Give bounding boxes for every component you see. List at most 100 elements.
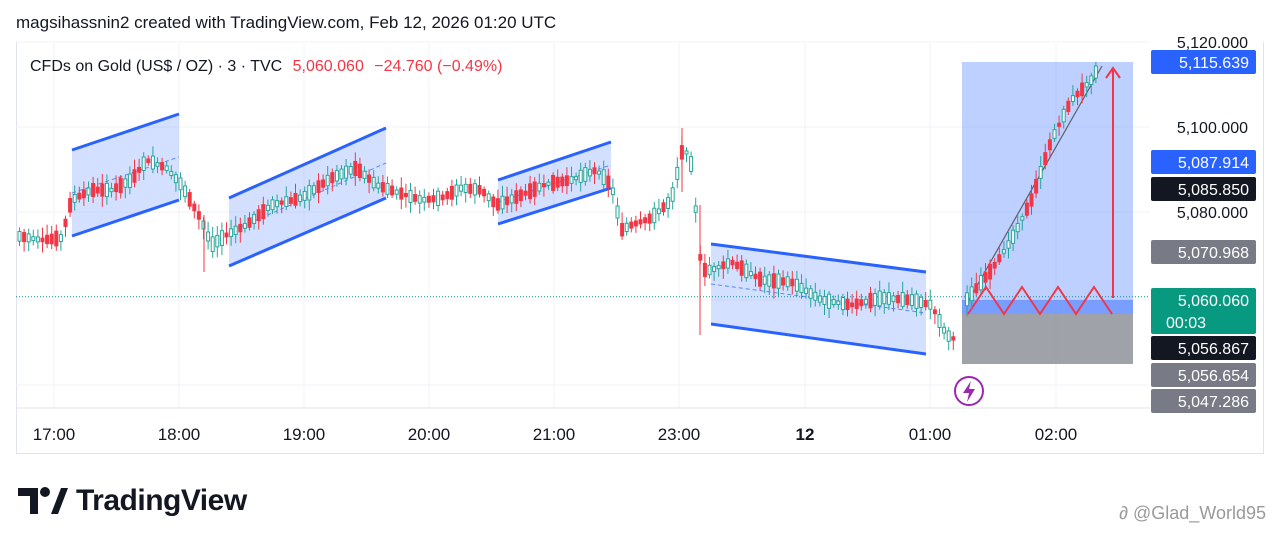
candle-body: [891, 295, 896, 303]
channel-lower-edge: [228, 196, 387, 268]
candle-body: [551, 174, 556, 191]
symbol-legend[interactable]: CFDs on Gold (US$ / OZ) · 3 · TVC 5,060.…: [30, 58, 502, 76]
channel-upper-edge: [497, 140, 612, 182]
candle-body: [969, 286, 974, 302]
candle-body: [799, 282, 804, 294]
tradingview-brand[interactable]: TradingView: [18, 484, 247, 518]
candle-body: [256, 209, 261, 222]
watermark: ∂ @Glad_World95: [1119, 503, 1266, 524]
candle-body: [578, 169, 583, 183]
price-label-tag: [1151, 288, 1256, 334]
price-label-text: 5,047.286: [1178, 394, 1249, 411]
candle-body: [822, 296, 827, 305]
symbol-name: CFDs on Gold (US$ / OZ) · 3 · TVC: [30, 58, 283, 75]
candle-body: [284, 196, 289, 207]
price-label-tag: [1151, 240, 1256, 264]
candle-body: [1034, 178, 1039, 194]
candle-body: [684, 150, 689, 155]
zigzag-path: [967, 285, 1113, 316]
candle-body: [794, 278, 799, 292]
candle-body: [81, 189, 86, 199]
candle-body: [707, 264, 712, 276]
candle-body: [689, 156, 694, 172]
candle-body: [932, 309, 937, 315]
candle-body: [100, 183, 105, 197]
price-label-text: 5,085.850: [1178, 182, 1249, 199]
stop-zone: [962, 314, 1133, 364]
candle-body: [252, 213, 257, 225]
candle-body: [45, 234, 50, 245]
candle-body: [725, 258, 730, 269]
candle-body: [739, 260, 744, 276]
candle-body: [302, 190, 307, 201]
candle-body: [422, 196, 427, 203]
candle-body: [238, 223, 243, 233]
candle-body: [454, 184, 459, 197]
channel-lower-edge: [710, 322, 927, 356]
price-label-tag: [1151, 150, 1256, 174]
candle-body: [790, 278, 795, 287]
time-axis-label: 19:00: [283, 425, 326, 444]
candle-body: [583, 167, 588, 182]
channel-upper-edge: [71, 112, 180, 152]
candle-body: [748, 271, 753, 277]
candle-body: [26, 233, 31, 243]
candle-body: [620, 222, 625, 237]
candle-body: [983, 271, 988, 283]
candle-body: [109, 187, 114, 193]
candle-body: [58, 234, 63, 243]
candle-body: [813, 291, 818, 301]
chart-author-line: magsihassnin2 created with TradingView.c…: [16, 13, 557, 32]
candle-body: [178, 177, 183, 191]
candle-body: [735, 261, 740, 269]
candle-body: [1080, 82, 1085, 97]
price-label-tag: [1151, 389, 1256, 413]
candle-body: [86, 187, 91, 196]
candle-body: [1084, 82, 1089, 88]
candle-body: [845, 298, 850, 311]
candle-body: [247, 217, 252, 228]
candle-body: [606, 175, 611, 189]
candle-body: [661, 202, 666, 213]
price-label-text: 5,060.060: [1178, 293, 1249, 310]
price-axis-label: 5,080.000: [1177, 205, 1248, 222]
candle-body: [413, 194, 418, 202]
candle-body: [928, 299, 933, 310]
candle-body: [63, 218, 68, 227]
candle-body: [1001, 249, 1006, 254]
candle-body: [771, 273, 776, 289]
candle-body: [1052, 129, 1057, 139]
candle-body: [173, 174, 178, 184]
candle-body: [367, 174, 372, 183]
candle-body: [118, 177, 123, 194]
candle-body: [923, 300, 928, 308]
candle-body: [293, 193, 298, 206]
candle-body: [528, 183, 533, 200]
candle-body: [1061, 108, 1066, 123]
candle-body: [886, 292, 891, 305]
candle-body: [132, 169, 137, 183]
candle-body: [601, 169, 606, 186]
candle-body: [873, 293, 878, 306]
candle-body: [242, 222, 247, 229]
candle-body: [753, 273, 758, 280]
entry-zone: [962, 300, 1133, 314]
tradingview-logo-icon: [18, 487, 68, 514]
candle-body: [330, 172, 335, 184]
candle-body: [574, 176, 579, 181]
candle-body: [403, 192, 408, 198]
logo-text: TradingView: [76, 484, 247, 517]
candle-body: [1024, 202, 1029, 216]
candle-body: [150, 155, 155, 170]
candle-body: [716, 265, 721, 270]
channel-lower-edge: [497, 186, 612, 226]
candle-body: [431, 195, 436, 203]
candle-body: [905, 294, 910, 305]
candle-body: [827, 293, 832, 309]
target-arrow-head: [1105, 66, 1121, 79]
candle-body: [362, 170, 367, 179]
candle-body: [440, 194, 445, 201]
candle-body: [463, 183, 468, 194]
candle-body: [288, 197, 293, 204]
